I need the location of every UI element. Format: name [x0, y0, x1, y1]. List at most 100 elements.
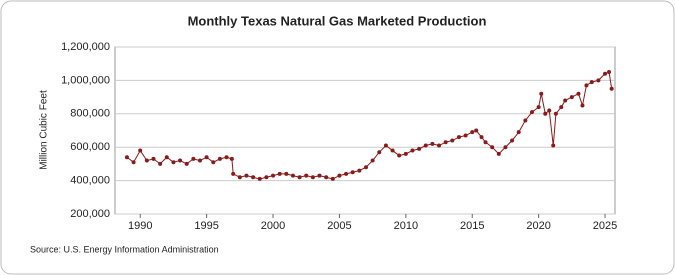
- data-point: [337, 173, 342, 178]
- data-point: [559, 105, 564, 110]
- data-point: [563, 98, 568, 103]
- y-tick-label: 200,000: [70, 208, 110, 220]
- data-point: [237, 175, 242, 180]
- data-point: [350, 170, 355, 175]
- x-tick-label: 2010: [394, 220, 418, 232]
- data-point: [516, 130, 521, 135]
- data-point: [224, 155, 229, 160]
- x-tick-label: 1990: [128, 220, 152, 232]
- x-tick-label: 2020: [526, 220, 550, 232]
- data-point: [138, 148, 143, 153]
- data-point: [244, 173, 249, 178]
- data-point: [257, 176, 262, 181]
- data-point: [450, 138, 455, 143]
- y-tick-label: 800,000: [70, 108, 110, 120]
- data-point: [363, 165, 368, 170]
- data-point: [211, 160, 216, 165]
- data-point: [229, 156, 234, 161]
- data-point: [584, 83, 589, 88]
- data-point: [437, 143, 442, 148]
- data-point: [496, 151, 501, 156]
- data-point: [191, 156, 196, 161]
- data-point: [576, 91, 581, 96]
- data-point: [171, 160, 176, 165]
- data-point: [547, 108, 552, 113]
- data-point: [463, 133, 468, 138]
- data-point: [589, 80, 594, 85]
- data-point: [430, 141, 435, 146]
- x-tick-label: 2000: [261, 220, 285, 232]
- data-point: [231, 171, 236, 176]
- data-point: [410, 148, 415, 153]
- data-point: [264, 175, 269, 180]
- data-point: [158, 161, 163, 166]
- data-point: [553, 111, 558, 116]
- data-point: [529, 110, 534, 115]
- data-point: [510, 138, 515, 143]
- data-point: [580, 103, 585, 108]
- data-point: [344, 171, 349, 176]
- data-point: [251, 175, 256, 180]
- data-point: [164, 155, 169, 160]
- data-point: [456, 135, 461, 140]
- y-axis-label: Million Cubic Feet: [39, 90, 50, 170]
- y-tick-label: 400,000: [70, 175, 110, 187]
- data-point: [370, 158, 375, 163]
- data-point: [290, 173, 295, 178]
- data-point: [474, 128, 479, 133]
- data-point: [184, 161, 189, 166]
- data-point: [204, 155, 209, 160]
- data-point: [607, 70, 612, 75]
- data-point: [536, 105, 541, 110]
- data-point: [609, 86, 614, 91]
- data-point: [277, 171, 282, 176]
- data-point: [470, 130, 475, 135]
- y-tick-label: 1,000,000: [61, 74, 110, 86]
- data-point: [443, 140, 448, 145]
- data-point: [330, 176, 335, 181]
- data-point: [284, 171, 289, 176]
- data-point: [551, 143, 556, 148]
- data-point: [324, 175, 329, 180]
- data-point: [603, 71, 608, 76]
- data-point: [317, 173, 322, 178]
- data-point: [543, 111, 548, 116]
- data-point: [197, 158, 202, 163]
- data-point: [297, 175, 302, 180]
- data-point: [596, 78, 601, 83]
- data-point: [357, 168, 362, 173]
- data-point: [131, 160, 136, 165]
- chart-title: Monthly Texas Natural Gas Marketed Produ…: [188, 13, 487, 28]
- x-tick-label: 2015: [460, 220, 484, 232]
- data-point: [124, 155, 129, 160]
- source-note: Source: U.S. Energy Information Administ…: [30, 244, 219, 254]
- data-point: [310, 175, 315, 180]
- data-point: [178, 158, 183, 163]
- data-point: [490, 145, 495, 150]
- data-point: [377, 150, 382, 155]
- data-point: [390, 148, 395, 153]
- x-tick-label: 2025: [593, 220, 617, 232]
- data-point: [403, 151, 408, 156]
- data-point: [151, 156, 156, 161]
- data-point: [383, 143, 388, 148]
- data-point: [523, 118, 528, 123]
- y-tick-label: 600,000: [70, 141, 110, 153]
- data-point: [217, 156, 222, 161]
- data-point: [423, 143, 428, 148]
- data-point: [569, 95, 574, 100]
- data-point: [483, 140, 488, 145]
- data-point: [397, 153, 402, 158]
- data-point: [417, 146, 422, 151]
- data-point: [539, 91, 544, 96]
- data-point: [503, 145, 508, 150]
- data-point: [144, 158, 149, 163]
- data-point: [479, 135, 484, 140]
- x-tick-label: 2005: [327, 220, 351, 232]
- data-point: [304, 173, 309, 178]
- y-tick-label: 1,200,000: [61, 41, 110, 53]
- x-tick-label: 1995: [194, 220, 218, 232]
- data-point: [271, 173, 276, 178]
